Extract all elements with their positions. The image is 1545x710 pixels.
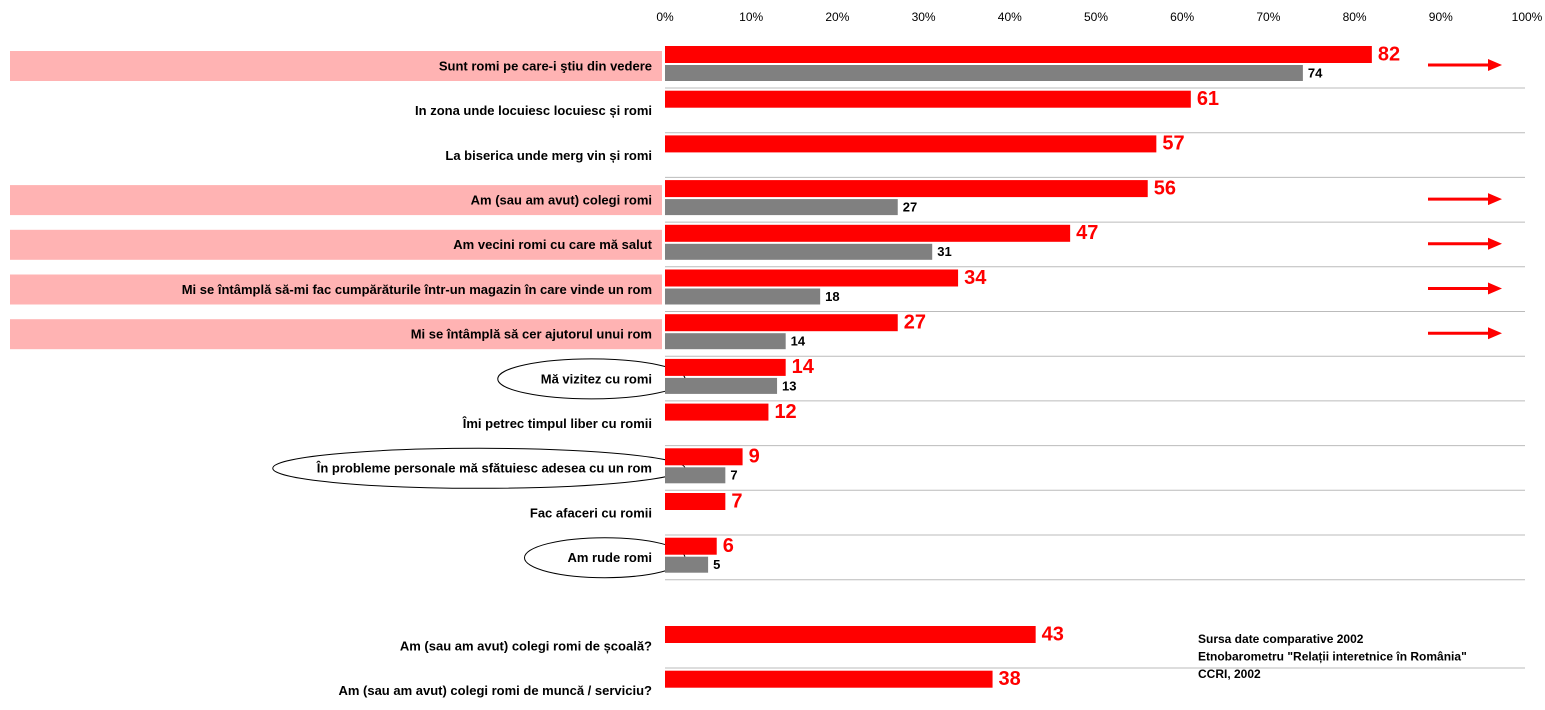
x-tick-label: 40% bbox=[998, 10, 1022, 24]
x-tick-label: 30% bbox=[912, 10, 936, 24]
bar bbox=[665, 626, 1036, 643]
category-label: Am (sau am avut) colegi romi de muncă / … bbox=[338, 683, 652, 698]
value-label: 14 bbox=[791, 334, 806, 349]
bar bbox=[665, 243, 933, 260]
value-label: 56 bbox=[1154, 177, 1176, 199]
bar bbox=[665, 65, 1303, 81]
row-highlight bbox=[10, 319, 662, 350]
bar bbox=[665, 358, 786, 376]
source-note: Etnobarometru "Relații interetnice în Ro… bbox=[1198, 650, 1467, 664]
category-label: Am (sau am avut) colegi romi de școală? bbox=[400, 638, 652, 653]
category-label: Mă vizitez cu romi bbox=[541, 371, 652, 386]
x-tick-label: 0% bbox=[656, 10, 674, 24]
bar bbox=[665, 46, 1372, 63]
category-label: Mi se întâmplă să-mi fac cumpărăturile î… bbox=[182, 282, 652, 297]
category-label: Sunt romi pe care-i ştiu din vedere bbox=[439, 58, 652, 73]
value-label: 27 bbox=[904, 311, 926, 333]
category-label: Îmi petrec timpul liber cu romii bbox=[462, 416, 652, 431]
source-note: CCRI, 2002 bbox=[1198, 667, 1261, 681]
x-tick-label: 80% bbox=[1343, 10, 1367, 24]
bar bbox=[665, 90, 1191, 108]
value-label: 57 bbox=[1162, 133, 1184, 155]
value-label: 12 bbox=[774, 401, 796, 423]
arrow-head bbox=[1488, 59, 1502, 71]
value-label: 31 bbox=[937, 244, 951, 259]
value-label: 6 bbox=[723, 535, 734, 557]
bar bbox=[665, 288, 821, 305]
value-label: 43 bbox=[1042, 623, 1064, 645]
x-tick-label: 10% bbox=[739, 10, 763, 24]
bar bbox=[665, 199, 898, 216]
bar bbox=[665, 314, 898, 332]
category-label: Am rude romi bbox=[567, 550, 652, 565]
bar bbox=[665, 180, 1148, 198]
value-label: 27 bbox=[903, 200, 917, 215]
value-label: 13 bbox=[782, 378, 796, 393]
x-tick-label: 50% bbox=[1084, 10, 1108, 24]
value-label: 7 bbox=[730, 468, 737, 483]
x-tick-label: 90% bbox=[1429, 10, 1453, 24]
value-label: 47 bbox=[1076, 222, 1098, 244]
row-highlight bbox=[10, 51, 662, 81]
arrow-head bbox=[1488, 193, 1502, 206]
bar bbox=[665, 556, 709, 573]
value-label: 9 bbox=[749, 446, 760, 468]
value-label: 7 bbox=[731, 490, 742, 512]
bar bbox=[665, 333, 786, 350]
bar bbox=[665, 467, 726, 484]
bar bbox=[665, 670, 993, 688]
row-highlight bbox=[10, 274, 662, 305]
value-label: 74 bbox=[1308, 65, 1323, 80]
x-tick-label: 100% bbox=[1512, 10, 1543, 24]
category-label: Fac afaceri cu romii bbox=[530, 505, 652, 520]
category-label: Mi se întâmplă să cer ajutorul unui rom bbox=[411, 327, 652, 342]
bar bbox=[665, 377, 778, 394]
value-label: 61 bbox=[1197, 88, 1219, 110]
arrow-head bbox=[1488, 237, 1502, 250]
row-highlight bbox=[10, 185, 662, 216]
value-label: 18 bbox=[825, 289, 839, 304]
bar bbox=[665, 537, 717, 555]
row-highlight bbox=[10, 229, 662, 260]
value-label: 5 bbox=[713, 557, 720, 572]
bar bbox=[665, 224, 1071, 242]
category-label: În probleme personale mă sfătuiesc adese… bbox=[316, 461, 652, 476]
bar bbox=[665, 493, 726, 510]
bar bbox=[665, 403, 769, 421]
value-label: 34 bbox=[964, 267, 987, 289]
value-label: 14 bbox=[792, 356, 815, 378]
arrow-head bbox=[1488, 327, 1502, 340]
bar bbox=[665, 135, 1157, 153]
bar bbox=[665, 448, 743, 466]
bar bbox=[665, 269, 959, 287]
value-label: 38 bbox=[999, 668, 1021, 690]
x-tick-label: 60% bbox=[1170, 10, 1194, 24]
category-label: Am (sau am avut) colegi romi bbox=[471, 193, 652, 208]
category-label: Am vecini romi cu care mă salut bbox=[453, 237, 652, 252]
arrow-head bbox=[1488, 282, 1502, 295]
source-note: Sursa date comparative 2002 bbox=[1198, 632, 1364, 646]
category-label: In zona unde locuiesc locuiesc și romi bbox=[415, 103, 652, 118]
x-tick-label: 70% bbox=[1256, 10, 1280, 24]
category-label: La biserica unde merg vin și romi bbox=[445, 148, 652, 163]
value-label: 82 bbox=[1378, 43, 1400, 65]
x-tick-label: 20% bbox=[825, 10, 849, 24]
